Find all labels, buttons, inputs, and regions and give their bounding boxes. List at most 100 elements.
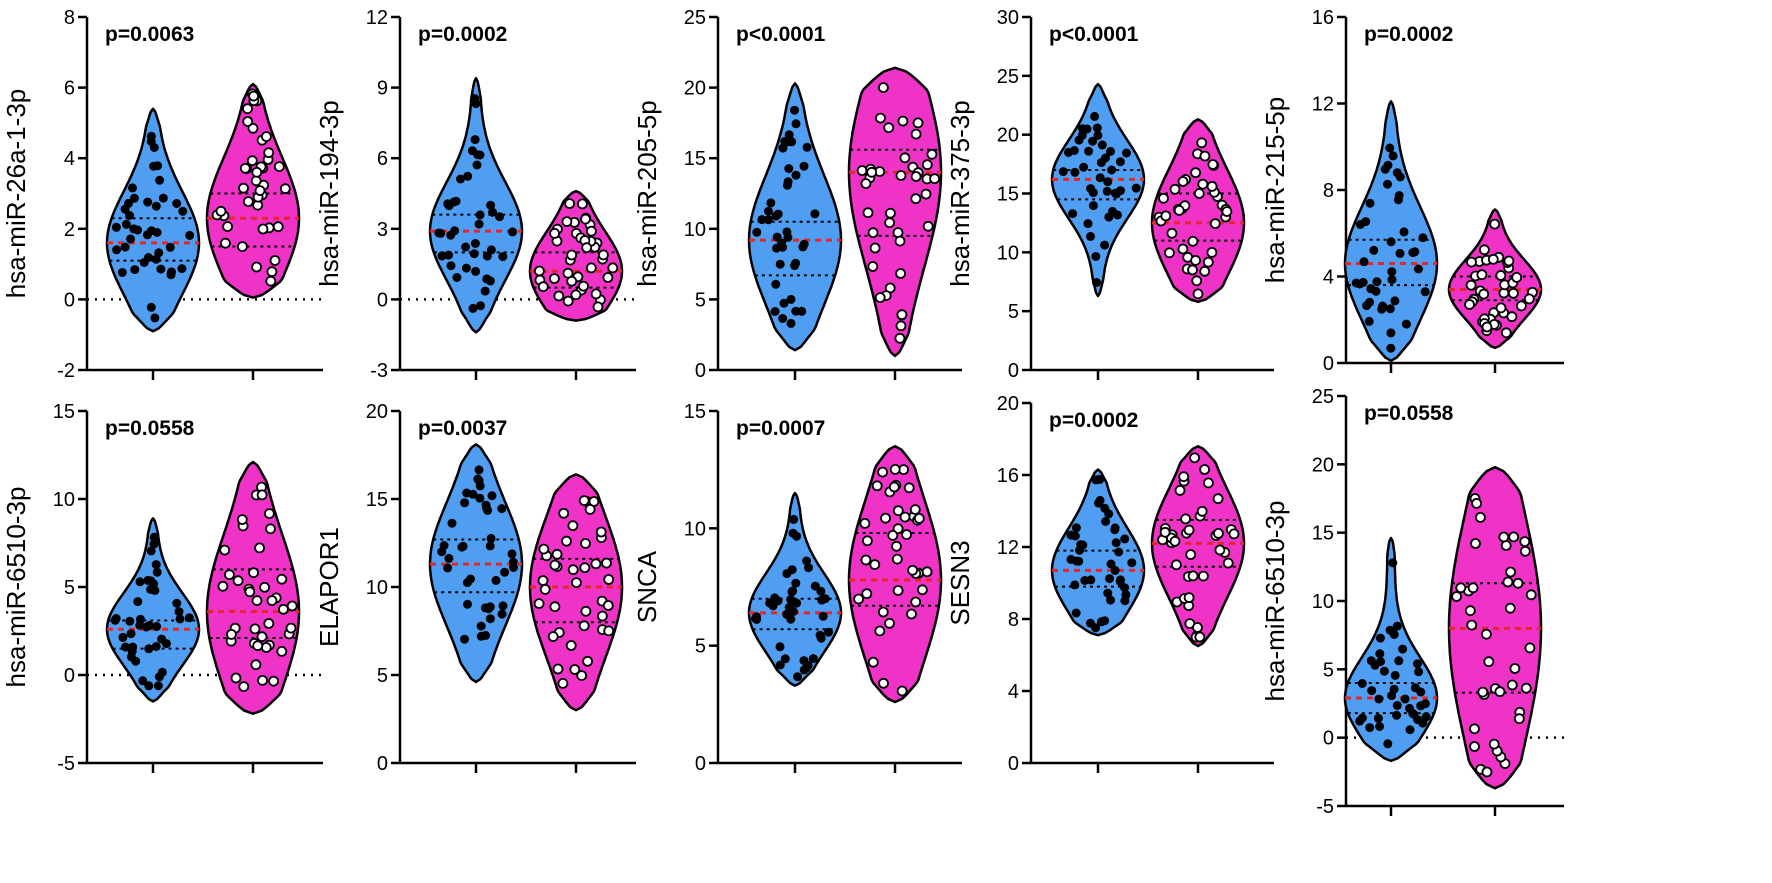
data-point bbox=[1375, 722, 1385, 731]
data-point bbox=[461, 242, 471, 252]
data-point bbox=[1213, 528, 1224, 539]
data-point bbox=[580, 538, 591, 549]
data-point bbox=[1365, 198, 1375, 208]
data-point bbox=[896, 685, 908, 697]
data-point bbox=[866, 166, 878, 178]
data-point bbox=[476, 301, 485, 311]
data-point bbox=[458, 541, 468, 551]
data-point bbox=[146, 302, 156, 312]
data-point bbox=[1385, 143, 1395, 153]
y-tick-label: 10 bbox=[684, 219, 706, 241]
data-point bbox=[861, 588, 873, 600]
data-point bbox=[277, 603, 289, 615]
data-point bbox=[1503, 255, 1515, 267]
data-point bbox=[161, 639, 171, 649]
data-point bbox=[799, 656, 809, 666]
data-point bbox=[263, 618, 275, 629]
data-point bbox=[581, 242, 593, 254]
data-point bbox=[1520, 682, 1532, 694]
y-tick-label: 0 bbox=[377, 289, 388, 311]
y-tick-label: -5 bbox=[57, 753, 75, 775]
data-point bbox=[877, 606, 889, 618]
data-point bbox=[786, 595, 796, 604]
data-point bbox=[549, 273, 560, 285]
data-point bbox=[1395, 248, 1405, 258]
data-point bbox=[1479, 244, 1490, 256]
data-point bbox=[1071, 523, 1081, 533]
data-point bbox=[1127, 558, 1137, 568]
y-tick-label: -5 bbox=[1316, 796, 1334, 818]
data-point bbox=[1069, 146, 1079, 155]
data-point bbox=[117, 268, 127, 277]
data-point bbox=[178, 206, 188, 216]
data-point bbox=[153, 681, 163, 691]
data-point bbox=[1100, 240, 1110, 250]
data-point bbox=[1386, 237, 1396, 247]
data-point bbox=[144, 681, 154, 691]
y-tick-label: 2 bbox=[64, 219, 75, 241]
data-point bbox=[443, 199, 453, 209]
data-point bbox=[778, 314, 788, 323]
data-point bbox=[751, 614, 760, 624]
y-tick-label: 6 bbox=[377, 148, 388, 170]
data-point bbox=[450, 226, 460, 236]
data-point bbox=[549, 227, 560, 239]
data-point bbox=[1078, 540, 1088, 550]
data-point bbox=[883, 122, 895, 134]
data-point bbox=[251, 166, 263, 178]
data-point bbox=[266, 595, 278, 606]
data-point bbox=[152, 567, 162, 577]
data-point bbox=[782, 609, 792, 619]
data-point bbox=[177, 264, 187, 274]
data-point bbox=[792, 531, 802, 541]
data-point bbox=[112, 245, 122, 255]
y-tick-label: 6 bbox=[64, 78, 75, 100]
data-point bbox=[1418, 233, 1428, 243]
data-point bbox=[799, 161, 809, 171]
data-point bbox=[537, 575, 549, 586]
data-point bbox=[772, 243, 781, 253]
data-point bbox=[149, 532, 159, 542]
data-point bbox=[1483, 656, 1495, 668]
y-axis-label: hsa-miR-215-5p bbox=[1260, 97, 1290, 283]
y-tick-label: 0 bbox=[64, 665, 75, 687]
y-tick-label: 20 bbox=[684, 78, 706, 100]
data-point bbox=[1516, 300, 1527, 312]
data-point bbox=[1092, 278, 1101, 287]
data-point bbox=[1177, 243, 1189, 255]
data-point bbox=[154, 672, 164, 682]
data-point bbox=[551, 548, 563, 560]
data-point bbox=[468, 489, 478, 499]
y-tick-label: 10 bbox=[53, 489, 75, 511]
y-tick-label: 20 bbox=[997, 125, 1019, 147]
data-point bbox=[562, 267, 574, 279]
data-point bbox=[585, 262, 597, 274]
data-point bbox=[1467, 582, 1479, 594]
data-point bbox=[552, 663, 564, 675]
data-point bbox=[480, 603, 490, 613]
data-point bbox=[791, 119, 801, 129]
data-point bbox=[468, 303, 478, 313]
data-point bbox=[895, 268, 906, 279]
data-point bbox=[1405, 725, 1415, 735]
data-point bbox=[929, 173, 940, 185]
data-point bbox=[461, 263, 471, 273]
y-tick-label: 0 bbox=[64, 289, 75, 311]
data-point bbox=[1097, 140, 1107, 150]
data-point bbox=[562, 295, 574, 307]
data-point bbox=[1357, 679, 1367, 688]
data-point bbox=[1110, 525, 1120, 535]
data-point bbox=[1192, 622, 1203, 633]
data-point bbox=[783, 177, 793, 187]
data-point bbox=[771, 279, 781, 289]
data-point bbox=[1511, 271, 1523, 283]
data-point bbox=[1079, 162, 1089, 172]
data-point bbox=[1488, 738, 1500, 750]
data-point bbox=[150, 313, 160, 323]
data-point bbox=[1471, 497, 1482, 509]
data-point bbox=[1394, 656, 1404, 666]
data-point bbox=[230, 672, 242, 684]
data-point bbox=[1121, 590, 1131, 600]
data-point bbox=[910, 193, 922, 205]
y-tick-label: 15 bbox=[684, 148, 706, 170]
